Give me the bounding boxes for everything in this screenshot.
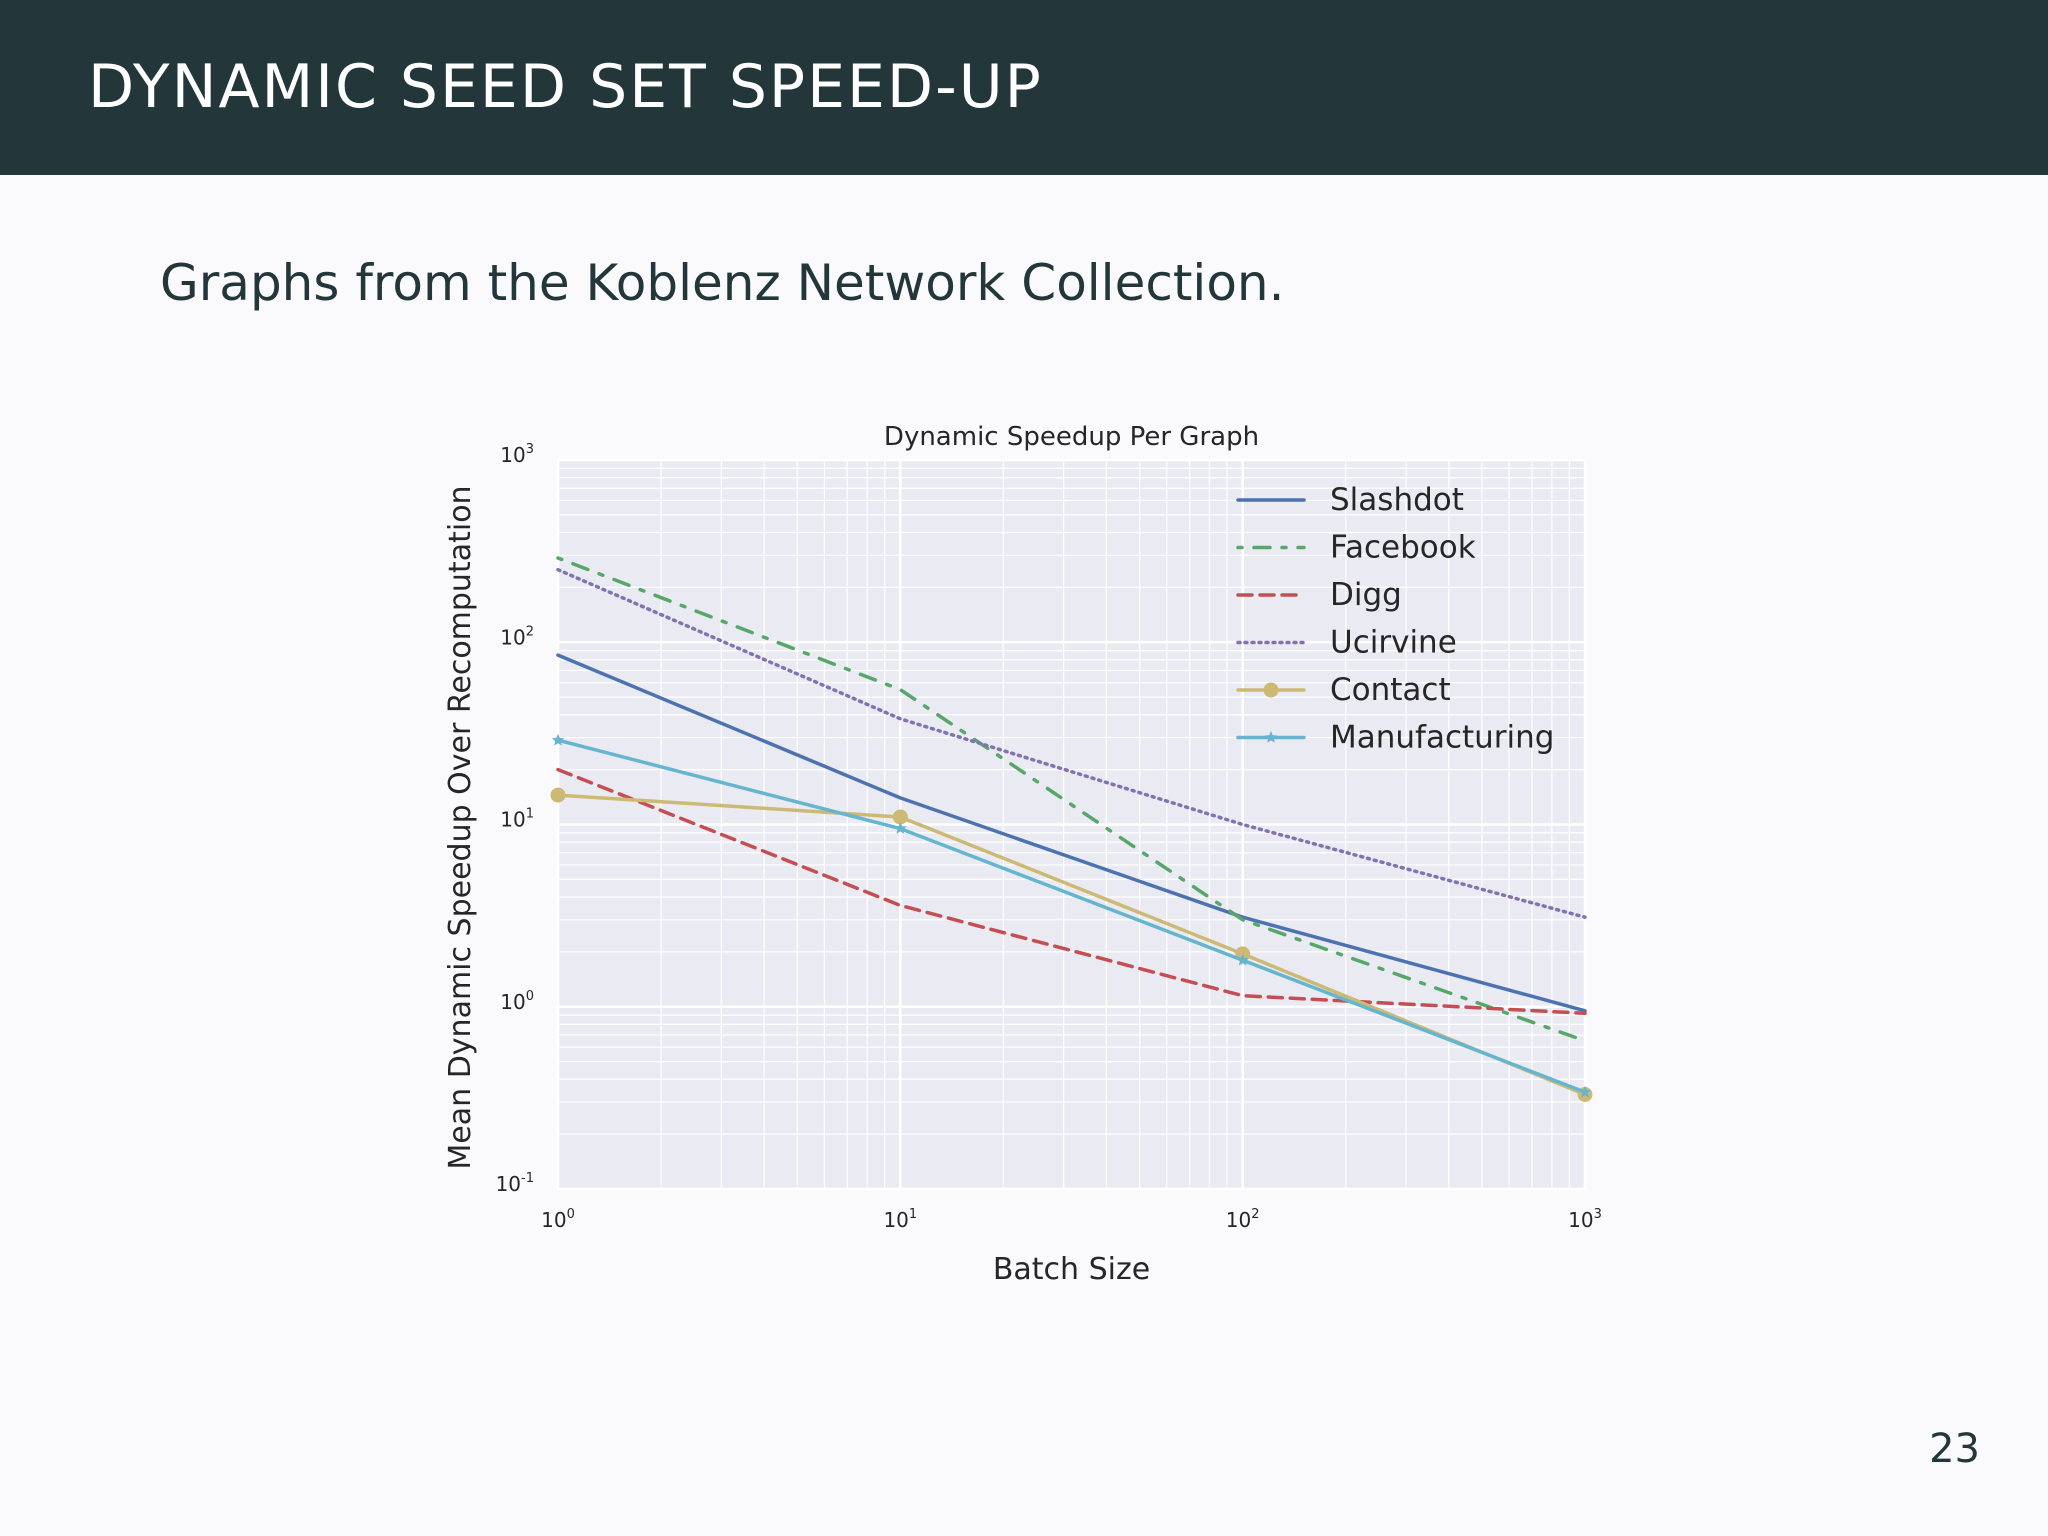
y-axis-label: Mean Dynamic Speedup Over Recomputation [443, 485, 478, 1169]
legend-label-facebook: Facebook [1330, 530, 1476, 566]
data-point-contact [892, 809, 908, 825]
legend-marker-manufacturing [1264, 731, 1278, 743]
data-point-manufacturing [551, 733, 565, 746]
series-line-digg [556, 767, 1587, 1016]
series-line-slashdot [556, 653, 1587, 1013]
data-point-manufacturing [894, 822, 907, 834]
series-line-ucirvine [556, 567, 1587, 919]
legend-label-digg: Digg [1330, 577, 1402, 613]
legend-marker-contact [1263, 682, 1279, 698]
legend-label-manufacturing: Manufacturing [1330, 720, 1554, 756]
x-axis-label: Batch Size [993, 1252, 1150, 1287]
legend-label-ucirvine: Ucirvine [1330, 625, 1457, 661]
slide-subtitle: Graphs from the Koblenz Network Collecti… [160, 254, 1285, 312]
y-tick-label: 103 [500, 442, 534, 467]
y-tick-label: 101 [500, 807, 534, 832]
data-point-manufacturing [1236, 953, 1249, 966]
y-tick-label: 100 [500, 989, 534, 1014]
y-tick-label: 10-1 [496, 1171, 534, 1196]
data-point-contact [550, 787, 566, 803]
legend-label-contact: Contact [1330, 672, 1451, 708]
data-point-manufacturing [1578, 1085, 1592, 1098]
x-tick-label: 101 [883, 1207, 917, 1232]
chart-title: Dynamic Speedup Per Graph [884, 422, 1259, 452]
series-line-facebook [556, 556, 1587, 1043]
slide-title: DYNAMIC SEED SET SPEED-UP [88, 52, 1043, 122]
slide-header [0, 0, 2048, 175]
x-tick-label: 102 [1226, 1207, 1260, 1232]
x-tick-label: 103 [1568, 1207, 1602, 1232]
page-number: 23 [1929, 1426, 1980, 1472]
y-tick-label: 102 [500, 624, 534, 649]
series-line-manufacturing [556, 738, 1587, 1094]
series-line-contact [556, 793, 1587, 1097]
legend-label-slashdot: Slashdot [1330, 482, 1464, 518]
x-tick-label: 100 [541, 1207, 575, 1232]
